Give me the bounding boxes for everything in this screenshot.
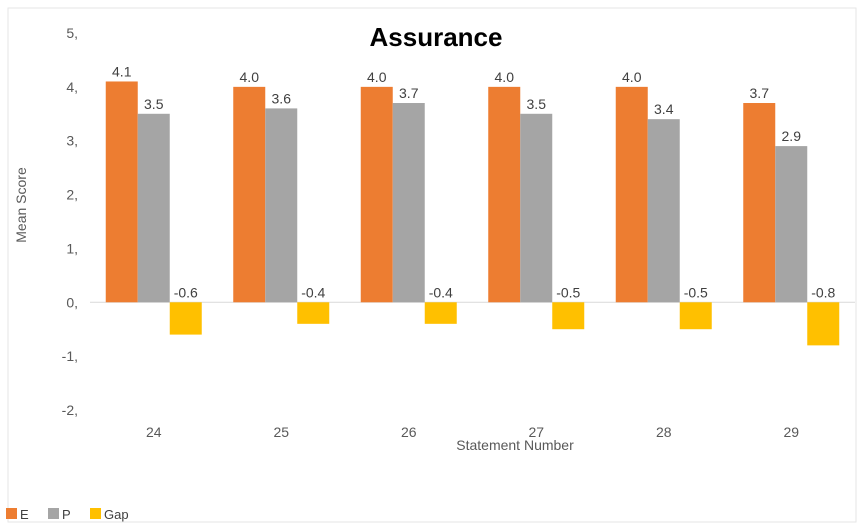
y-tick-label: 0, <box>66 294 78 310</box>
bar-p-27 <box>520 113 553 303</box>
data-label-gap-26: -0.4 <box>429 284 453 300</box>
legend-label-p: P <box>62 507 71 522</box>
bar-p-29 <box>775 146 808 303</box>
y-tick-label: -1, <box>62 348 78 364</box>
legend: E P Gap <box>6 507 129 522</box>
bar-gap-25 <box>297 302 330 324</box>
bar-e-26 <box>360 86 393 303</box>
data-label-e-27: 4.0 <box>495 69 515 85</box>
data-label-e-26: 4.0 <box>367 69 387 85</box>
x-tick-label: 26 <box>401 424 417 440</box>
x-tick-label: 25 <box>273 424 289 440</box>
legend-swatch-gap <box>90 508 101 519</box>
bar-e-27 <box>488 86 521 303</box>
bar-p-24 <box>137 113 170 303</box>
bar-gap-28 <box>679 302 712 330</box>
data-label-e-29: 3.7 <box>750 85 770 101</box>
data-label-gap-25: -0.4 <box>301 284 325 300</box>
x-tick-label: 24 <box>146 424 162 440</box>
bar-p-25 <box>265 108 298 303</box>
chart-title: Assurance <box>370 22 503 52</box>
y-tick-label: 3, <box>66 133 78 149</box>
bar-e-29 <box>743 103 776 303</box>
bar-e-28 <box>615 86 648 303</box>
data-label-e-25: 4.0 <box>240 69 260 85</box>
x-tick-label: 29 <box>783 424 799 440</box>
y-tick-label: 4, <box>66 79 78 95</box>
x-tick-label: 28 <box>656 424 672 440</box>
bar-gap-24 <box>169 302 202 335</box>
y-tick-label: -2, <box>62 402 78 418</box>
data-label-gap-24: -0.6 <box>174 284 198 300</box>
data-label-p-26: 3.7 <box>399 85 419 101</box>
bar-gap-29 <box>807 302 840 346</box>
legend-label-gap: Gap <box>104 507 129 522</box>
data-label-gap-29: -0.8 <box>811 284 835 300</box>
bar-gap-27 <box>552 302 585 330</box>
legend-swatch-p <box>48 508 59 519</box>
data-label-p-24: 3.5 <box>144 96 164 112</box>
data-label-e-28: 4.0 <box>622 69 642 85</box>
bar-p-26 <box>392 103 425 303</box>
data-label-p-25: 3.6 <box>272 90 292 106</box>
bar-p-28 <box>647 119 680 303</box>
y-tick-label: 1, <box>66 240 78 256</box>
data-label-p-27: 3.5 <box>527 96 547 112</box>
legend-swatch-e <box>6 508 17 519</box>
x-axis-title: Statement Number <box>456 437 574 453</box>
x-tick-label: 27 <box>528 424 544 440</box>
data-label-p-28: 3.4 <box>654 101 674 117</box>
legend-label-e: E <box>20 507 29 522</box>
data-label-e-24: 4.1 <box>112 63 132 79</box>
y-tick-label: 5, <box>66 25 78 41</box>
y-axis-title: Mean Score <box>13 167 29 243</box>
bar-gap-26 <box>424 302 457 324</box>
data-label-p-29: 2.9 <box>782 128 802 144</box>
y-tick-label: 2, <box>66 187 78 203</box>
bar-e-25 <box>233 86 266 303</box>
bar-e-24 <box>105 81 138 303</box>
data-label-gap-27: -0.5 <box>556 284 580 300</box>
data-label-gap-28: -0.5 <box>684 284 708 300</box>
